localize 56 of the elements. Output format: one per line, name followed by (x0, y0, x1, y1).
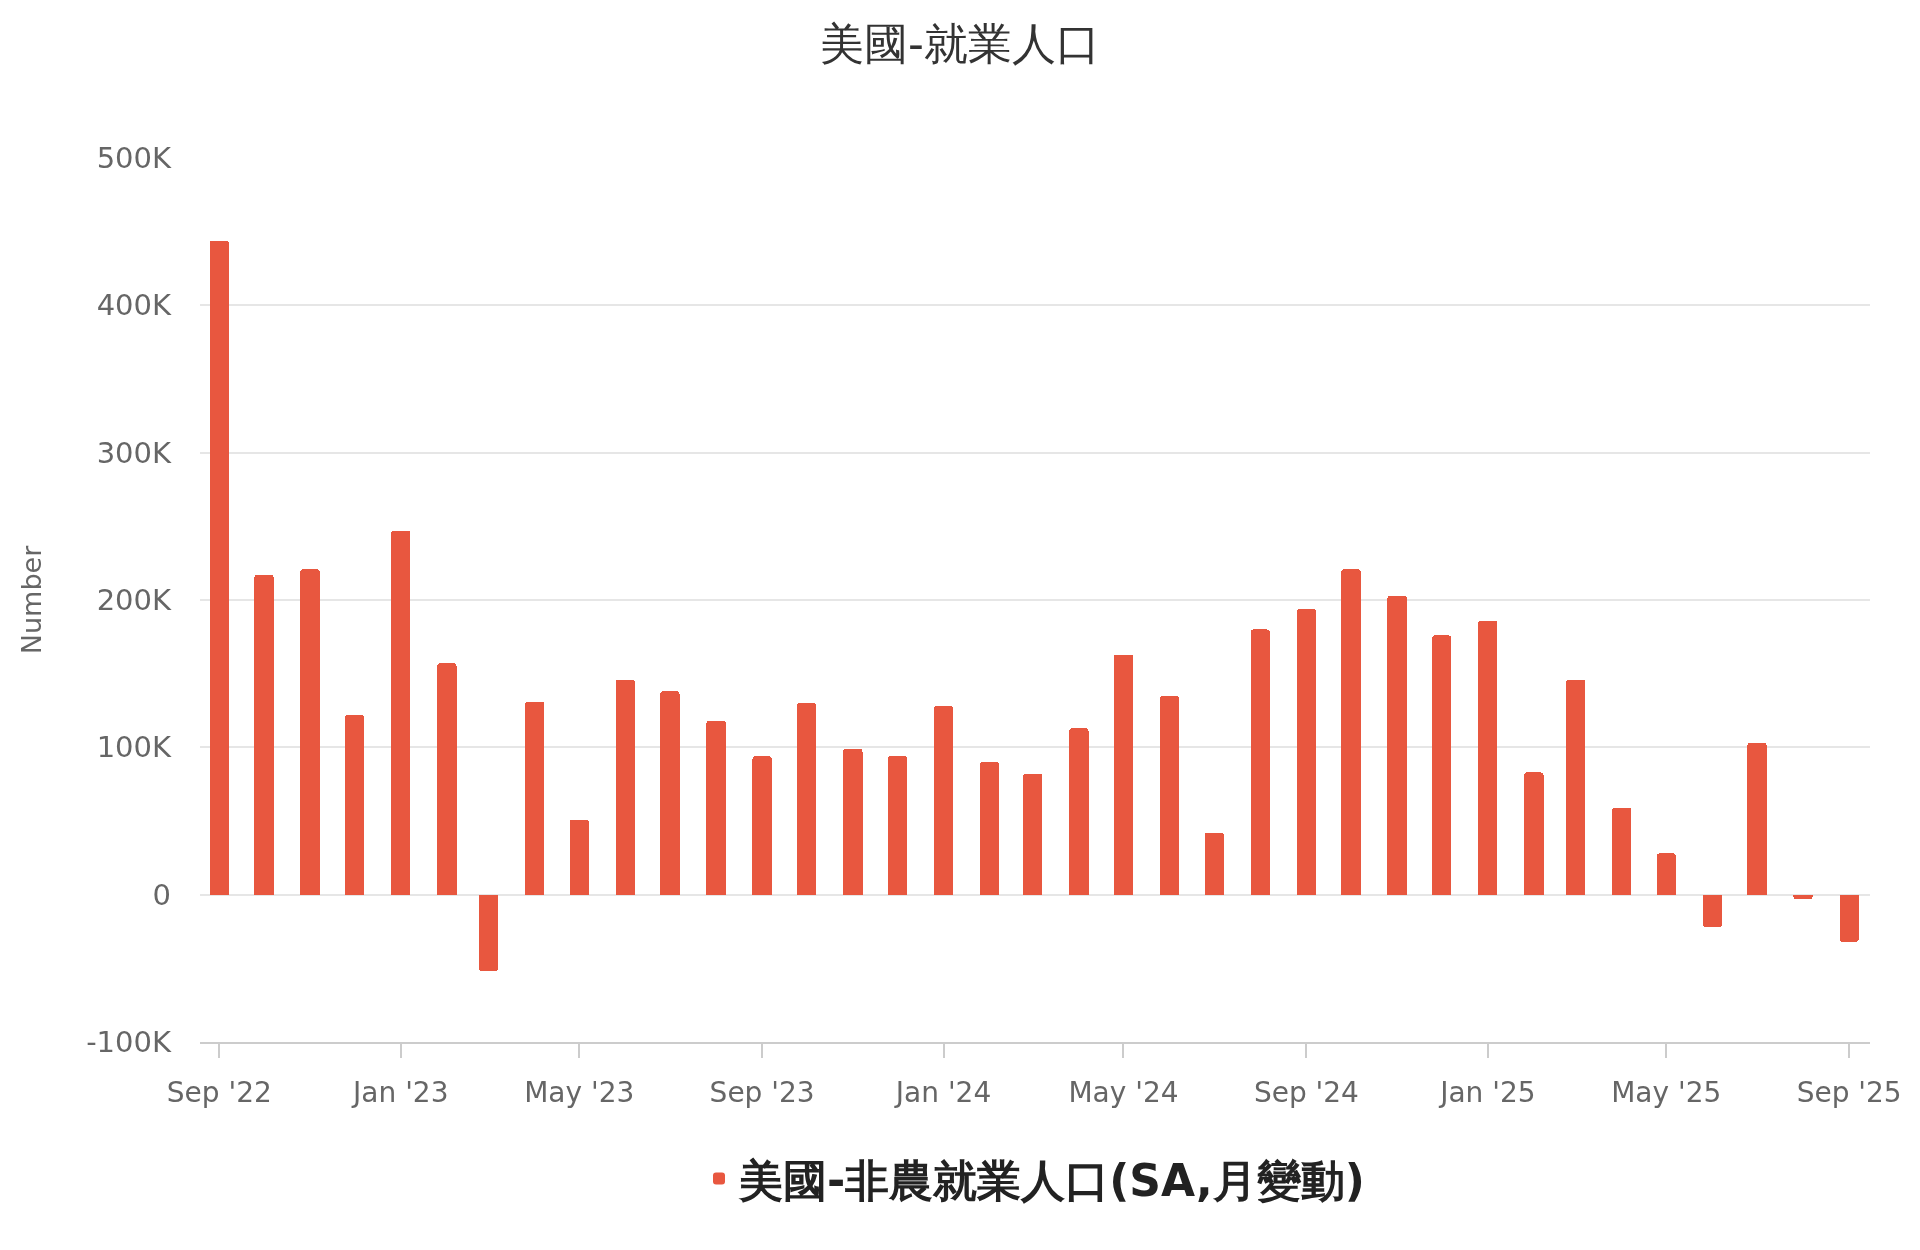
bar (843, 748, 863, 895)
x-tick-label: May '23 (524, 1075, 635, 1109)
bar (706, 720, 726, 895)
bar (391, 530, 411, 895)
bar (1839, 894, 1859, 942)
bar (254, 574, 274, 895)
y-tick-label: 100K (96, 730, 172, 765)
x-tick-label: Sep '23 (709, 1075, 815, 1109)
x-tick-label: Sep '25 (1796, 1075, 1902, 1109)
bar (1747, 742, 1767, 895)
bar (1296, 608, 1317, 895)
bar (1023, 773, 1043, 895)
bar (209, 240, 229, 895)
y-tick-label: -100K (86, 1025, 172, 1060)
bar (437, 663, 457, 895)
x-tick-label: May '24 (1068, 1075, 1179, 1109)
bar (1432, 635, 1452, 895)
bar (887, 756, 908, 895)
bar (933, 706, 954, 895)
x-tick-label: Jan '23 (351, 1075, 449, 1109)
bar (524, 701, 545, 895)
y-tick-label: 300K (96, 435, 172, 470)
bar (1250, 629, 1270, 895)
bar (478, 894, 499, 972)
bar (1159, 695, 1180, 895)
legend-label: 美國-非農就業人口(SA,月變動) (738, 1154, 1365, 1206)
x-tick-label: Jan '25 (1438, 1075, 1536, 1109)
bar (569, 819, 589, 895)
bar (1113, 654, 1134, 895)
bar (344, 714, 365, 895)
bar (979, 762, 1000, 895)
y-tick-label: 200K (96, 583, 172, 618)
bar (1702, 894, 1723, 928)
bar (1387, 595, 1407, 895)
x-tick-label: Sep '22 (166, 1075, 272, 1109)
bar (1565, 679, 1586, 895)
y-axis-title: Number (16, 544, 48, 655)
bar (797, 703, 817, 895)
bar (1524, 772, 1544, 895)
bar (1204, 832, 1224, 895)
x-tick-label: May '25 (1611, 1075, 1722, 1109)
bar (1656, 853, 1676, 895)
x-tick-label: Sep '24 (1253, 1075, 1359, 1109)
y-tick-label: 0 (152, 877, 171, 912)
bar (660, 691, 680, 895)
x-tick-label: Jan '24 (893, 1075, 992, 1109)
bar (1341, 569, 1361, 895)
bar (300, 569, 320, 895)
bar (1611, 807, 1632, 895)
bar (752, 756, 772, 895)
y-tick-label: 400K (96, 288, 172, 323)
bar (1069, 728, 1089, 895)
chart-title: 美國-就業人口 (820, 18, 1100, 70)
bar (1478, 620, 1498, 895)
y-tick-label: 500K (96, 141, 172, 176)
bar (615, 679, 635, 895)
